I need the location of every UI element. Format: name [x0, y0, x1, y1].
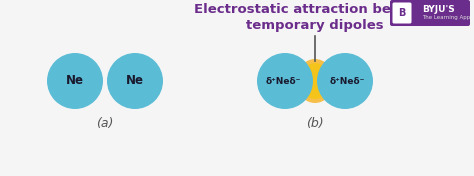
Text: δ⁺Neδ⁻: δ⁺Neδ⁻ — [265, 77, 301, 86]
Text: Ne: Ne — [66, 74, 84, 87]
Text: δ⁺Neδ⁻: δ⁺Neδ⁻ — [329, 77, 365, 86]
Text: B: B — [398, 8, 406, 18]
Text: (a): (a) — [96, 118, 114, 130]
Text: The Learning App: The Learning App — [422, 15, 470, 20]
FancyBboxPatch shape — [392, 2, 411, 24]
Ellipse shape — [296, 59, 334, 103]
FancyBboxPatch shape — [390, 0, 470, 26]
Ellipse shape — [317, 53, 373, 109]
Text: Ne: Ne — [126, 74, 144, 87]
Text: BYJU'S: BYJU'S — [422, 5, 455, 14]
Text: (b): (b) — [306, 118, 324, 130]
Ellipse shape — [47, 53, 103, 109]
Ellipse shape — [257, 53, 313, 109]
Text: Electrostatic attraction between
temporary dipoles: Electrostatic attraction between tempora… — [193, 3, 437, 33]
Ellipse shape — [107, 53, 163, 109]
Ellipse shape — [301, 63, 329, 99]
